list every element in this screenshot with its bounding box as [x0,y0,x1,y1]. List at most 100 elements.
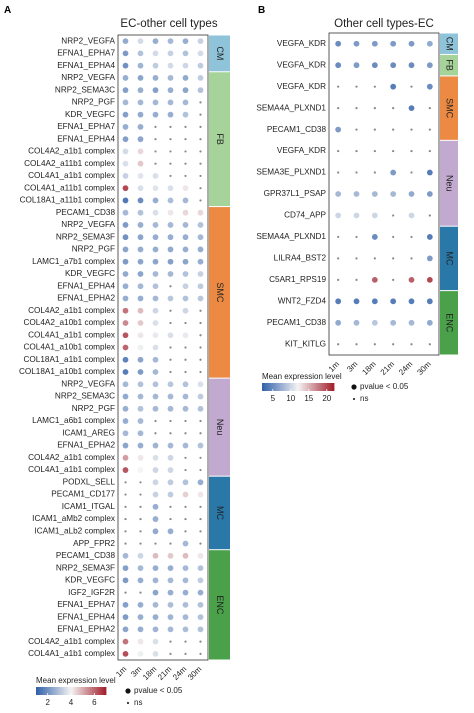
dot-significant [182,589,189,596]
dot-significant [182,74,189,81]
row-label: EFNA1_EPHA2 [57,625,115,634]
dot-significant [137,638,144,645]
colorbar-segment [86,687,89,695]
row-label: NRP2_VEGFA [61,73,115,82]
dot-significant [182,87,189,94]
legend-sig-dot [125,688,131,694]
dot-ns [124,481,127,484]
dot-ns [139,517,142,521]
dot-significant [137,295,144,302]
dot-significant [122,356,129,363]
dot-ns [124,530,127,533]
dot-significant [137,614,144,621]
dot-ns [169,542,172,545]
dot-significant [122,442,129,449]
dot-ns [199,517,202,521]
dot-significant [182,332,189,339]
colorbar-segment [276,383,279,391]
dot-significant [122,418,129,424]
dot-significant [390,191,397,197]
dot-significant [122,99,129,106]
dot-significant [122,160,129,167]
colorbar-segment [323,383,326,391]
dot-significant [137,418,144,424]
dot-ns [199,419,202,423]
row-label: EFNA1_EPHA7 [57,49,115,58]
colorbar-segment [37,687,40,695]
row-label: ICAM1_aMb2 complex [32,514,115,523]
dot-significant [152,393,159,400]
colorbar-segment [290,383,293,391]
dot-significant [197,209,204,216]
dot-significant [152,516,159,522]
dot-significant [197,381,204,388]
colorbar-segment [263,383,266,391]
dot-significant [152,344,159,351]
colorbar-segment [319,383,322,391]
dot-significant [122,136,129,143]
dot-significant [197,295,204,302]
row-label: VEGFA_KDR [277,39,326,48]
legend-a: Mean expression level 2 4 6 pvalue < 0.05 ns [36,676,183,707]
row-label: PECAM1_CD38 [267,318,327,327]
dot-ns [169,162,172,165]
dot-significant [353,40,360,47]
dot-ns [184,505,187,508]
row-label: EFNA1_EPHA4 [57,134,115,143]
row-label: KIT_KITLG [285,339,326,348]
dot-significant [152,626,159,633]
row-label: LAMC1_a6b1 complex [32,416,115,425]
dot-ns [199,370,202,374]
dot-significant [353,212,360,219]
dot-significant [167,38,174,45]
dot-ns [184,125,187,129]
dot-significant [182,626,189,633]
row-label: COL4A1_a1b1 complex [28,171,115,180]
colorbar-segment [67,687,70,695]
group-strip-smc [209,207,230,378]
dot-significant [182,295,189,302]
colorbar-segment [60,687,63,695]
dot-significant [152,99,159,106]
dot-significant [122,467,129,473]
dot-significant [137,38,144,45]
dot-significant [371,40,378,47]
dot-significant [426,83,433,90]
dot-significant [426,276,433,283]
dot-significant [335,212,342,219]
colorbar-segment [97,687,100,695]
dot-significant [122,565,129,571]
colorbar-segment [102,687,105,695]
row-label: NRP2_SEMA3F [56,232,115,241]
row-label: ICAM1_aLb2 complex [34,526,115,535]
dot-significant [152,405,159,412]
dot-ns [199,138,202,141]
dot-significant [197,479,204,486]
dot-significant [122,638,129,645]
group-strip-smc [440,76,458,140]
dot-significant [182,565,189,571]
dot-significant [137,185,144,192]
dot-significant [152,650,159,657]
dot-significant [167,258,174,265]
dot-significant [167,381,174,388]
dot-ns [154,138,157,141]
dot-significant [426,62,433,69]
group-label-mc: MC [445,251,455,265]
colorbar-segment [307,383,310,391]
dot-significant [137,442,144,449]
dot-significant [182,246,189,253]
plot-frame [117,34,209,661]
dot-ns [199,334,202,337]
dot-ns [184,370,187,374]
dot-ns [355,257,358,260]
dot-significant [152,234,159,241]
dot-ns [184,138,187,141]
colorbar-tick-label: 6 [92,698,97,707]
dot-ns [169,309,172,312]
dot-ns [337,85,340,88]
colorbar-segment [41,687,44,695]
dot-significant [197,271,204,277]
dot-significant [137,356,144,363]
colorbar-segment [299,383,302,391]
